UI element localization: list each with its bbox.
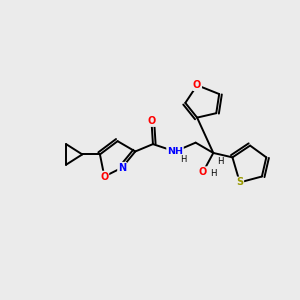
Text: N: N [118,163,126,173]
Text: H: H [218,157,224,166]
Text: O: O [193,80,201,90]
Text: O: O [100,172,109,182]
Text: NH: NH [167,147,183,156]
Text: S: S [236,177,243,188]
Text: O: O [147,116,156,126]
Text: H: H [210,169,217,178]
Text: H: H [180,155,187,164]
Text: O: O [199,167,207,177]
